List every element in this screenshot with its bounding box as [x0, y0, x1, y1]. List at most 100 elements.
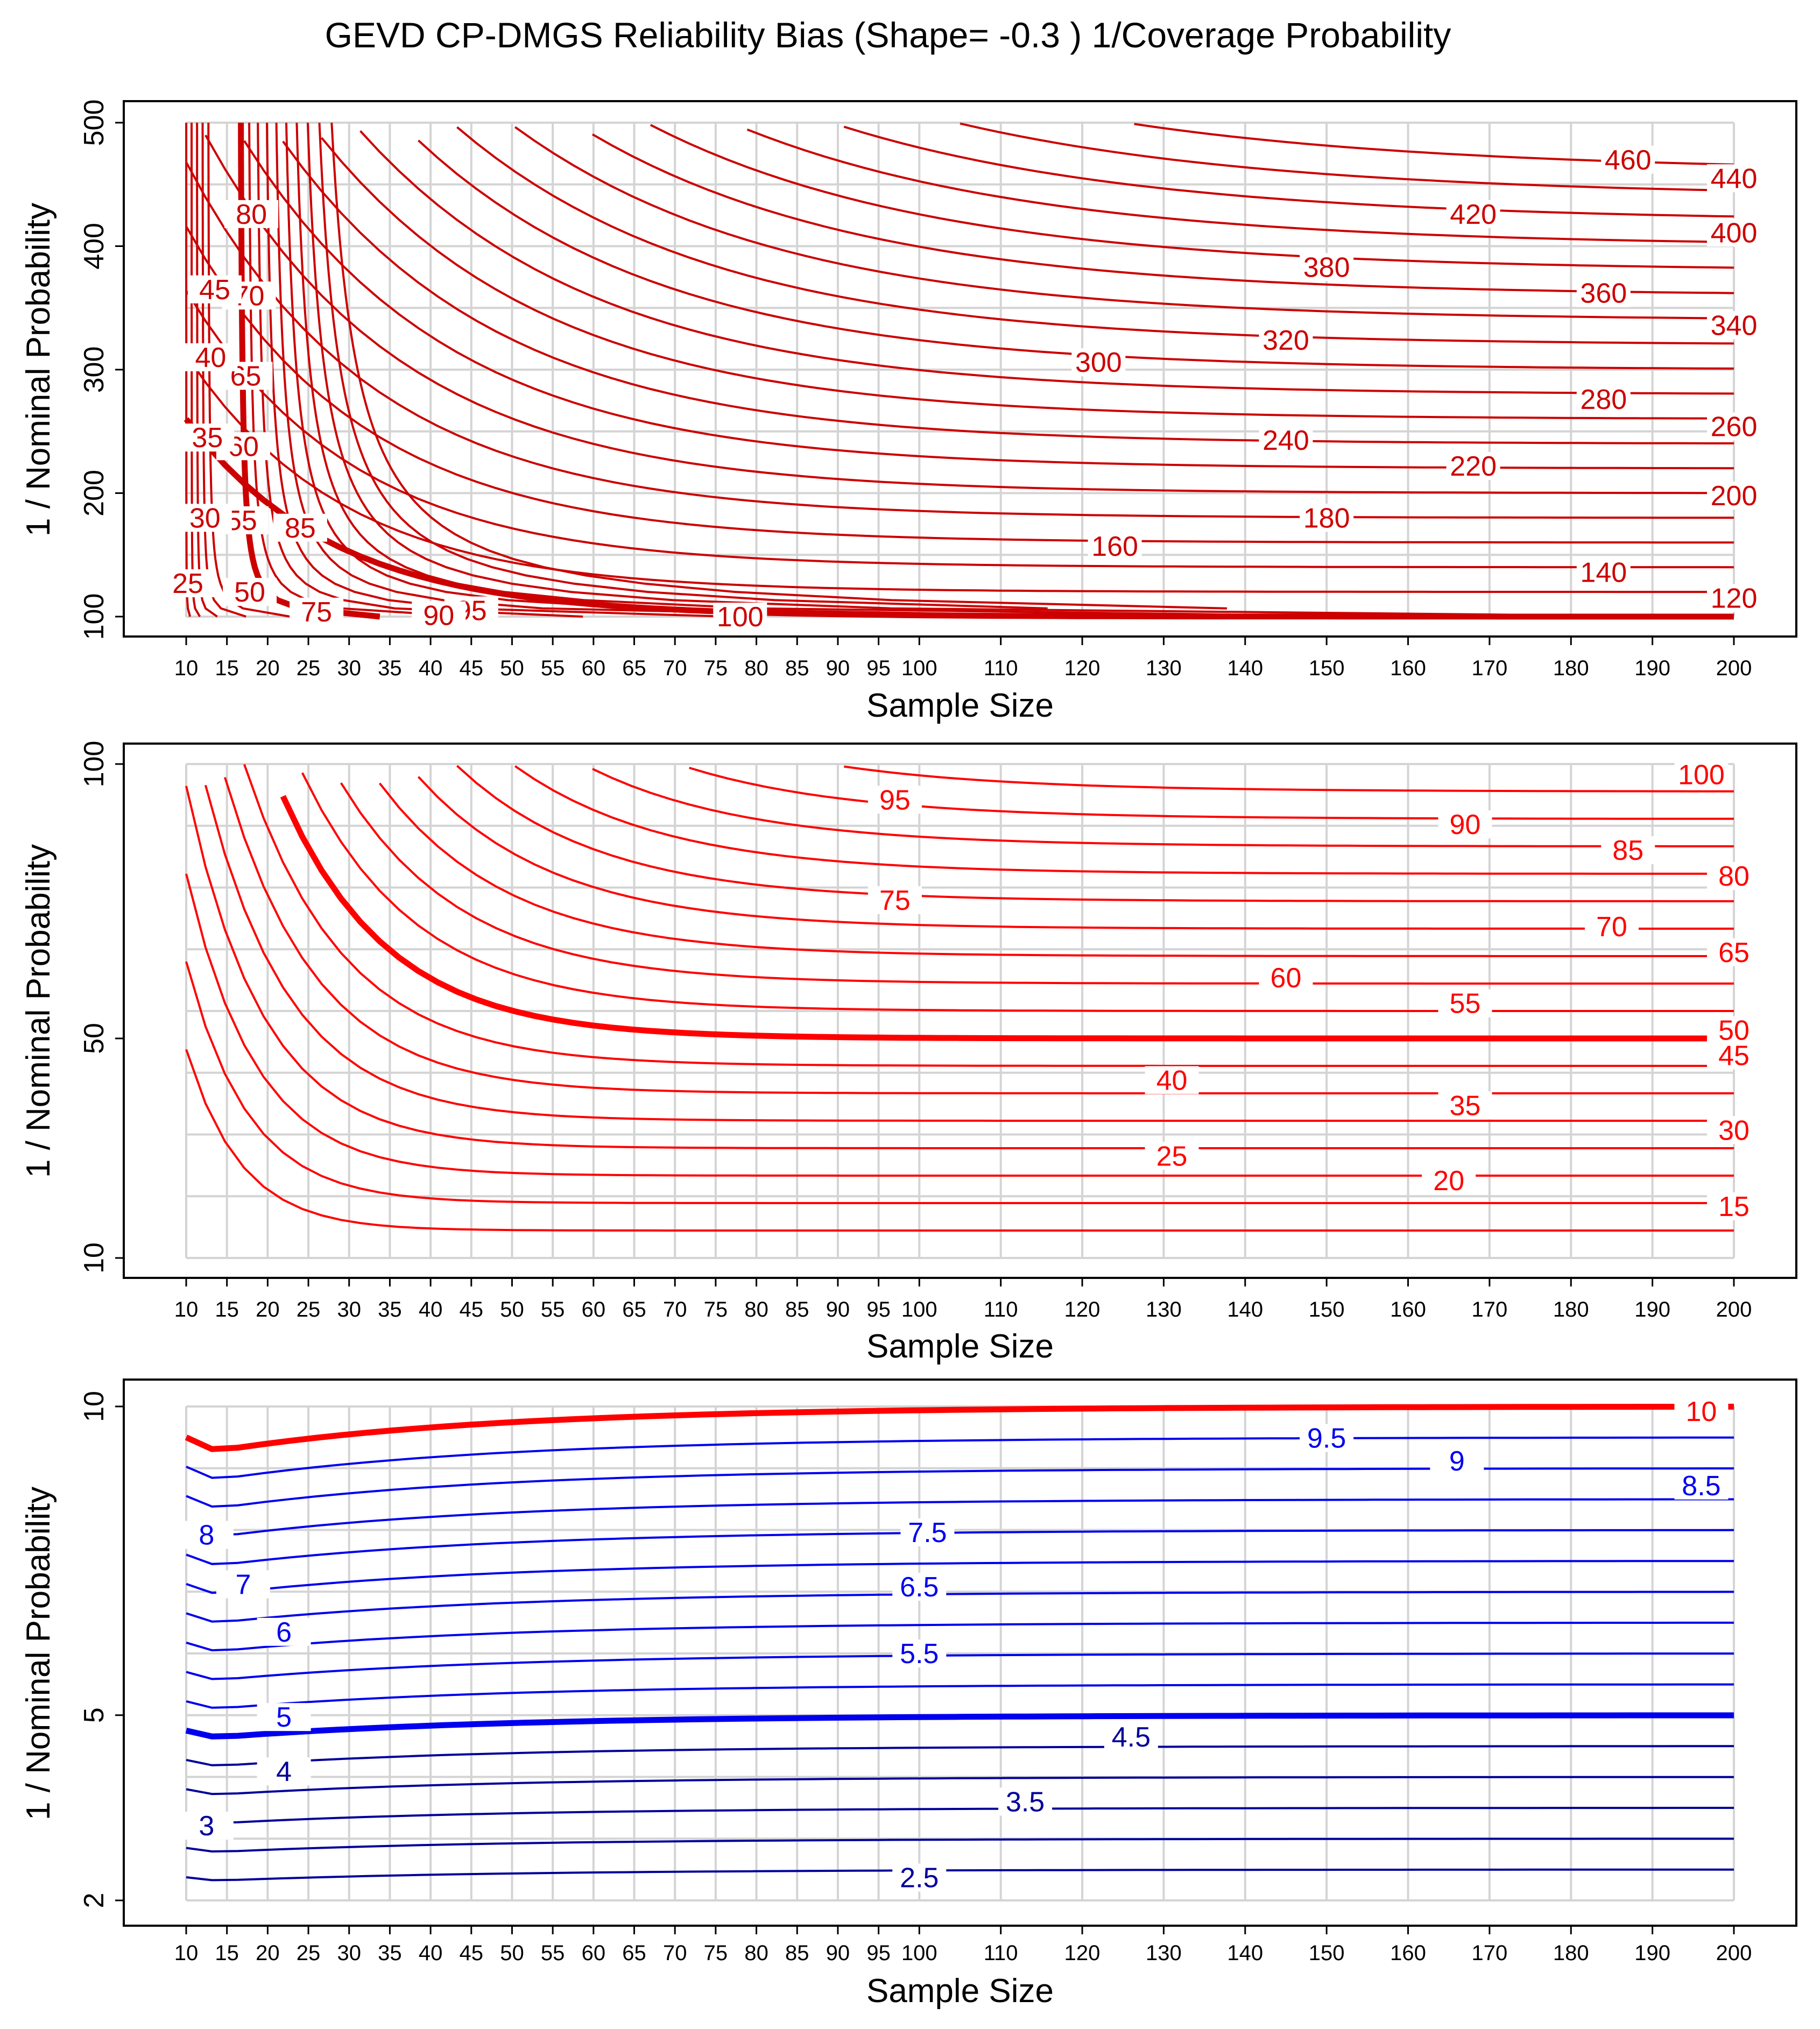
- y-tick-label: 10: [79, 1391, 110, 1422]
- x-axis-label: Sample Size: [866, 687, 1054, 724]
- plot-frame: [123, 1378, 1797, 1927]
- x-axis: 10 15 20 25 30 35 40 45 50 55 60 65 70 75 80 85 90 95 100 1…: [174, 1278, 1752, 1365]
- y-tick-label: 100: [79, 593, 110, 640]
- x-tick-label: 15: [215, 1298, 239, 1321]
- contour-label: 8.5: [1682, 1471, 1720, 1502]
- contour-label: 340: [1711, 310, 1758, 341]
- contour-label: 50: [234, 577, 265, 608]
- y-tick-label: 500: [79, 100, 110, 146]
- contour-line-100: [184, 417, 1734, 620]
- y-axis: 2 5 10 1 / Nominal Probability: [20, 1391, 124, 1908]
- contour-label: 9.5: [1307, 1423, 1346, 1454]
- x-tick-label: 150: [1309, 656, 1345, 680]
- x-tick-label: 65: [622, 1298, 646, 1321]
- contour-label: 90: [1450, 809, 1481, 840]
- y-axis: 100 200 300 400 500 1 / Nominal Probability: [20, 100, 124, 640]
- y-axis: 10 50 100 1 / Nominal Probability: [20, 741, 124, 1274]
- y-tick-label: 2: [79, 1893, 110, 1908]
- contour-line-200: [204, 135, 1734, 494]
- contour-line-3: [186, 1837, 1734, 1853]
- contour-line-75: [456, 765, 1734, 902]
- x-tick-label: 45: [460, 656, 484, 680]
- x-tick-label: 40: [419, 1941, 443, 1965]
- x-axis-label: Sample Size: [866, 1328, 1054, 1365]
- x-tick-label: 160: [1390, 656, 1426, 680]
- contour-line-15: [185, 1049, 1734, 1232]
- contour-label: 260: [1711, 412, 1758, 443]
- contour-line-5_5: [186, 1683, 1734, 1709]
- contour-label: 100: [717, 602, 764, 633]
- x-tick-label: 55: [541, 656, 565, 680]
- contour-label: 10: [1686, 1396, 1717, 1427]
- x-tick-label: 15: [215, 656, 239, 680]
- contour-label: 460: [1605, 145, 1652, 176]
- x-tick-label: 120: [1064, 1298, 1101, 1321]
- contour-label: 9: [1449, 1446, 1465, 1477]
- contour-line-280: [359, 130, 1734, 395]
- contour-label: 55: [1450, 988, 1481, 1020]
- x-tick-label: 45: [460, 1941, 484, 1965]
- x-tick-label: 30: [337, 656, 361, 680]
- x-tick-label: 80: [744, 656, 768, 680]
- x-tick-label: 25: [297, 1298, 321, 1321]
- x-tick-label: 75: [704, 656, 728, 680]
- figure-title: GEVD CP-DMGS Reliability Bias (Shape= -0…: [325, 15, 1451, 55]
- x-axis-label: Sample Size: [866, 1973, 1054, 2010]
- contour-label: 5: [276, 1702, 292, 1733]
- contour-label: 3.5: [1006, 1786, 1045, 1818]
- x-tick-label: 65: [622, 1941, 646, 1965]
- x-tick-label: 70: [663, 1298, 687, 1321]
- contour-line-120: [185, 354, 1734, 593]
- contour-line-140: [185, 290, 1734, 569]
- contour-line-260: [321, 137, 1734, 420]
- contour-line-160: [185, 225, 1734, 544]
- contour-label: 180: [1303, 503, 1350, 534]
- contour-label: 220: [1450, 451, 1497, 482]
- contour-label: 360: [1580, 278, 1627, 309]
- contour-line-4: [186, 1776, 1734, 1795]
- x-tick-label: 90: [826, 1941, 850, 1965]
- contour-label: 25: [172, 568, 203, 599]
- x-tick-label: 55: [541, 1941, 565, 1965]
- contour-line-95: [844, 765, 1734, 793]
- x-tick-label: 50: [500, 1941, 524, 1965]
- contour-label: 2.5: [900, 1863, 939, 1894]
- contour-label: 75: [879, 885, 911, 916]
- contour-label: 70: [1596, 911, 1627, 943]
- x-tick-label: 35: [378, 1941, 402, 1965]
- x-tick-label: 50: [500, 656, 524, 680]
- contour-labels: 10 9.5 9 8.5 8 7.5 7 6.5 6 5.5 5 4.5 4 3.5 3 2.5: [179, 1396, 1729, 1894]
- contour-label: 30: [1718, 1115, 1750, 1146]
- contour-lines: [185, 763, 1734, 1232]
- contour-line-6_5: [186, 1621, 1734, 1652]
- contour-label: 85: [285, 513, 316, 544]
- x-tick-label: 150: [1309, 1298, 1345, 1321]
- x-tick-label: 20: [256, 1298, 280, 1321]
- contour-line-4_5: [186, 1745, 1734, 1766]
- contour-label: 420: [1450, 199, 1497, 230]
- x-tick-label: 75: [704, 1941, 728, 1965]
- x-tick-label: 20: [256, 656, 280, 680]
- x-tick-label: 140: [1227, 1298, 1263, 1321]
- x-tick-label: 190: [1634, 656, 1670, 680]
- x-tick-label: 45: [460, 1298, 484, 1321]
- contour-label: 6: [276, 1617, 292, 1648]
- x-tick-label: 60: [582, 656, 606, 680]
- x-tick-label: 60: [582, 1941, 606, 1965]
- contour-label: 160: [1091, 531, 1138, 562]
- contour-line-95: [330, 122, 1228, 610]
- contour-line-35: [204, 784, 1734, 1122]
- plot-frame: [123, 743, 1797, 1279]
- contour-line-340: [514, 126, 1734, 320]
- contour-label: 380: [1303, 252, 1350, 284]
- contour-label: 65: [1718, 937, 1750, 968]
- x-axis: 10 15 20 25 30 35 40 45 50 55 60 65 70 75 80 85 90 95 100 1…: [174, 637, 1752, 724]
- contour-line-8_5: [186, 1498, 1734, 1537]
- contour-line-7_5: [186, 1560, 1734, 1594]
- contour-label: 15: [1718, 1191, 1750, 1222]
- contour-label: 4: [276, 1756, 292, 1787]
- x-tick-label: 180: [1553, 1298, 1589, 1321]
- contour-label: 7.5: [908, 1517, 947, 1549]
